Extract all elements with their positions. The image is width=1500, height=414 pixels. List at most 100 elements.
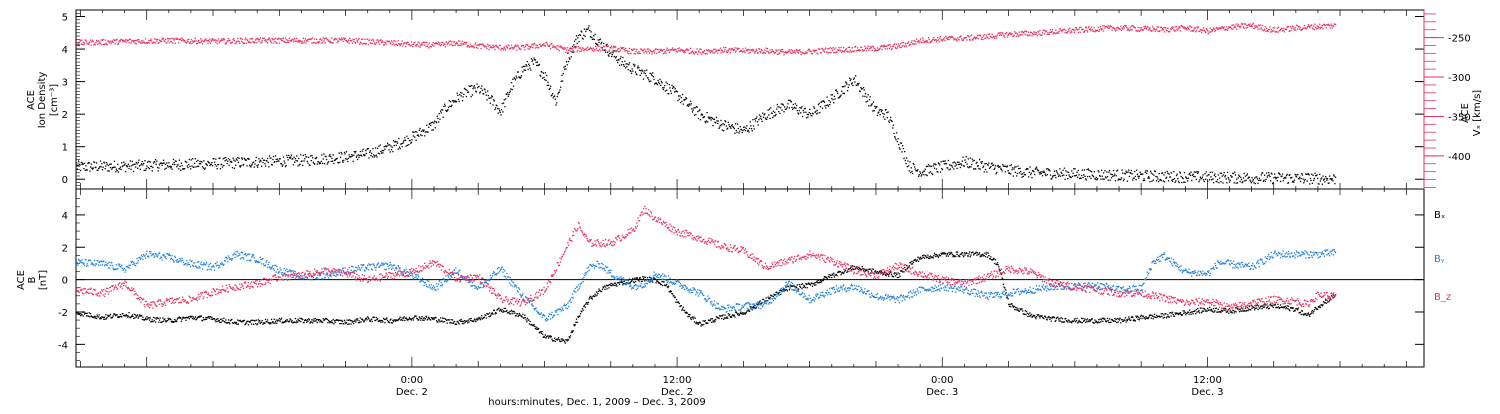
data-point <box>1314 29 1315 30</box>
data-point <box>738 132 739 133</box>
data-point <box>725 121 726 122</box>
data-point <box>187 165 188 166</box>
data-point <box>375 44 376 45</box>
data-point <box>546 75 547 76</box>
data-point <box>1307 26 1308 27</box>
data-point <box>294 322 295 323</box>
data-point <box>1263 180 1264 181</box>
data-point <box>314 38 315 39</box>
data-point <box>734 128 735 129</box>
data-point <box>346 40 347 41</box>
data-point <box>390 145 391 146</box>
data-point <box>584 306 585 307</box>
data-point <box>673 87 674 88</box>
data-point <box>476 91 477 92</box>
data-point <box>753 125 754 126</box>
data-point <box>1194 176 1195 177</box>
data-point <box>244 320 245 321</box>
data-point <box>610 52 611 53</box>
data-point <box>362 150 363 151</box>
data-point <box>1324 178 1325 179</box>
data-point <box>710 119 711 120</box>
data-point <box>1298 26 1299 27</box>
data-point <box>518 45 519 46</box>
data-point <box>152 167 153 168</box>
data-point <box>803 112 804 113</box>
data-point <box>506 94 507 95</box>
data-point <box>303 155 304 156</box>
data-point <box>144 319 145 320</box>
data-point <box>141 315 142 316</box>
data-point <box>560 45 561 46</box>
data-point <box>603 43 604 44</box>
data-point <box>260 323 261 324</box>
data-point <box>659 79 660 80</box>
data-point <box>256 42 257 43</box>
data-point <box>418 319 419 320</box>
data-point <box>844 85 845 86</box>
data-point <box>789 49 790 50</box>
data-point <box>260 160 261 161</box>
data-point <box>817 112 818 113</box>
data-point <box>242 159 243 160</box>
data-point <box>492 45 493 46</box>
data-point <box>1306 180 1307 181</box>
data-point <box>1243 173 1244 174</box>
data-point <box>832 99 833 100</box>
data-point <box>90 166 91 167</box>
data-point <box>530 69 531 70</box>
data-point <box>400 148 401 149</box>
data-point <box>128 40 129 41</box>
data-point <box>598 50 599 51</box>
data-point <box>166 42 167 43</box>
data-point <box>775 114 776 115</box>
data-point <box>692 51 693 52</box>
data-point <box>849 47 850 48</box>
data-point <box>237 38 238 39</box>
data-point <box>1257 28 1258 29</box>
data-point <box>388 144 389 145</box>
data-point <box>256 320 257 321</box>
data-point <box>752 50 753 51</box>
data-point <box>358 320 359 321</box>
data-point <box>1001 35 1002 36</box>
data-point <box>315 318 316 319</box>
data-point <box>1090 178 1091 179</box>
data-point <box>1265 31 1266 32</box>
data-point <box>734 47 735 48</box>
data-point <box>1038 31 1039 32</box>
data-point <box>529 321 530 322</box>
data-point <box>1001 169 1002 170</box>
data-point <box>98 40 99 41</box>
data-point <box>1204 30 1205 31</box>
data-point <box>1098 31 1099 32</box>
data-point <box>1026 31 1027 32</box>
data-point <box>1243 26 1244 27</box>
data-point <box>957 161 958 162</box>
data-point <box>579 47 580 48</box>
data-point <box>103 317 104 318</box>
data-point <box>555 104 556 105</box>
data-point <box>278 320 279 321</box>
data-point <box>137 168 138 169</box>
data-point <box>289 38 290 39</box>
data-point <box>223 165 224 166</box>
data-point <box>713 49 714 50</box>
data-point <box>340 157 341 158</box>
data-point <box>825 48 826 49</box>
data-point <box>911 171 912 172</box>
data-point <box>362 149 363 150</box>
data-point <box>1200 29 1201 30</box>
data-point <box>710 117 711 118</box>
data-point <box>897 46 898 47</box>
data-point <box>281 163 282 164</box>
data-point <box>209 318 210 319</box>
data-point <box>515 44 516 45</box>
data-point <box>1051 178 1052 179</box>
data-point <box>1250 181 1251 182</box>
data-point <box>803 110 804 111</box>
data-point <box>760 52 761 53</box>
data-point <box>1009 32 1010 33</box>
data-point <box>1062 170 1063 171</box>
data-point <box>91 163 92 164</box>
